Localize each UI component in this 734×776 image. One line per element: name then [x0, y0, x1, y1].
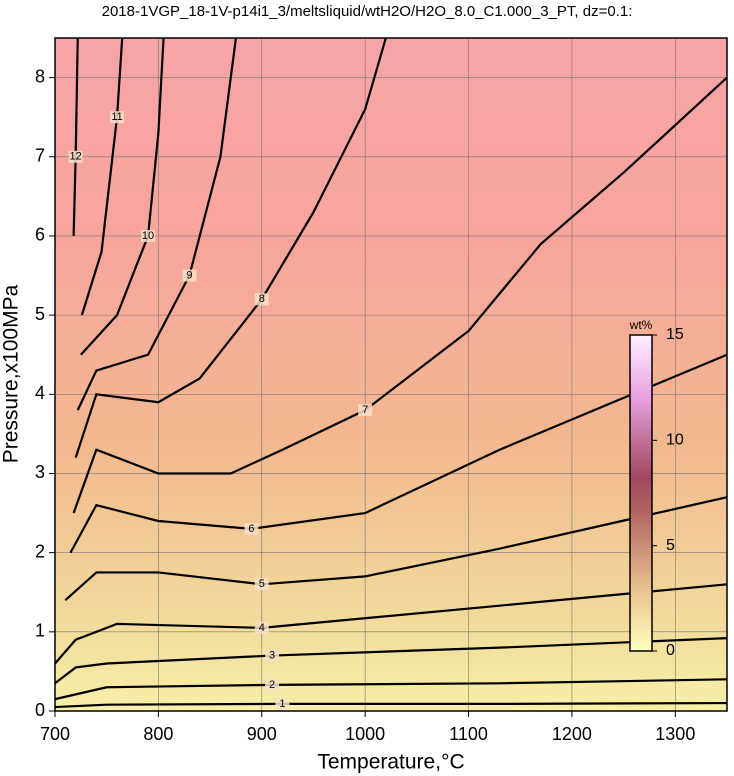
contour-label-bg	[110, 111, 125, 124]
contour-label-bg	[265, 649, 280, 662]
contour-label: 12	[70, 151, 82, 163]
contour-label: 7	[362, 404, 368, 416]
contour-label-bg	[141, 229, 156, 242]
contour-line	[54, 637, 728, 685]
contour-label: 5	[259, 578, 265, 590]
contour-label: 9	[186, 269, 192, 281]
colorbar-tick-label: 0	[666, 642, 675, 659]
colorbar-tick-label: 5	[666, 537, 675, 554]
y-tick-label: 4	[35, 383, 45, 403]
contour-label-bg	[254, 293, 269, 306]
contour-line	[72, 76, 728, 514]
contour-label-bg	[265, 678, 280, 691]
contour-label-bg	[254, 578, 269, 591]
x-tick-label: 1300	[655, 724, 695, 744]
contour-label: 3	[269, 649, 275, 661]
x-tick-label: 900	[247, 724, 277, 744]
contour-label-bg	[358, 404, 373, 417]
y-tick-label: 7	[35, 146, 45, 166]
contour-label-bg	[68, 150, 83, 163]
contour-label-bg	[275, 697, 290, 710]
contour-label: 6	[248, 523, 254, 535]
x-tick-label: 1000	[345, 724, 385, 744]
y-tick-label: 6	[35, 225, 45, 245]
contour-line	[54, 583, 728, 665]
chart-title: 2018-1VGP_18-1V-p14i1_3/meltsliquid/wtH2…	[102, 3, 633, 20]
colorbar-tick-label: 15	[666, 326, 684, 343]
contour-label: 10	[142, 230, 154, 242]
y-tick-label: 0	[35, 700, 45, 720]
contour-label: 11	[111, 111, 122, 123]
contour-label: 4	[259, 622, 265, 634]
contour-label: 1	[279, 698, 285, 710]
x-tick-label: 700	[40, 724, 70, 744]
contour-label: 8	[259, 293, 265, 305]
y-tick-label: 1	[35, 621, 45, 641]
colorbar-tick-label: 10	[666, 432, 684, 449]
y-axis-label: Pressure,x100MPa	[0, 284, 23, 463]
contour-label: 2	[269, 679, 275, 691]
y-tick-label: 2	[35, 541, 45, 561]
colorbar-label: wt%	[629, 318, 653, 332]
contour-line	[74, 37, 387, 458]
contour-label-bg	[182, 269, 197, 282]
y-tick-label: 5	[35, 304, 45, 324]
plot-background	[55, 38, 727, 711]
y-tick-label: 8	[35, 66, 45, 86]
x-tick-label: 1200	[552, 724, 592, 744]
contour-label-bg	[254, 621, 269, 634]
x-tick-label: 1100	[449, 724, 488, 744]
contour-label-bg	[244, 522, 259, 535]
y-tick-label: 3	[35, 462, 45, 482]
x-axis-label: Temperature,°C	[317, 751, 464, 774]
plot-frame	[54, 37, 728, 712]
x-tick-label: 800	[143, 724, 173, 744]
contour-line	[76, 37, 238, 411]
contour-line	[80, 37, 124, 316]
colorbar	[629, 334, 653, 652]
